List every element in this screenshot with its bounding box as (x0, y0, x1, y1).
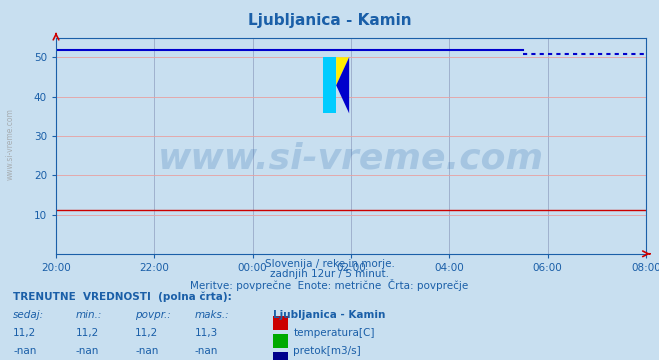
Text: Ljubljanica - Kamin: Ljubljanica - Kamin (273, 310, 386, 320)
Text: -nan: -nan (135, 346, 158, 356)
Text: 11,2: 11,2 (76, 328, 99, 338)
Polygon shape (336, 57, 349, 85)
Text: 11,3: 11,3 (194, 328, 217, 338)
Text: 11,2: 11,2 (135, 328, 158, 338)
Text: sedaj:: sedaj: (13, 310, 44, 320)
Text: -nan: -nan (13, 346, 36, 356)
Polygon shape (336, 57, 349, 113)
Text: www.si-vreme.com: www.si-vreme.com (158, 142, 544, 176)
Text: zadnjih 12ur / 5 minut.: zadnjih 12ur / 5 minut. (270, 269, 389, 279)
Text: min.:: min.: (76, 310, 102, 320)
Text: pretok[m3/s]: pretok[m3/s] (293, 346, 361, 356)
Text: -nan: -nan (194, 346, 217, 356)
Text: Meritve: povprečne  Enote: metrične  Črta: povprečje: Meritve: povprečne Enote: metrične Črta:… (190, 279, 469, 291)
Text: Ljubljanica - Kamin: Ljubljanica - Kamin (248, 13, 411, 28)
Text: 11,2: 11,2 (13, 328, 36, 338)
Text: maks.:: maks.: (194, 310, 229, 320)
Text: TRENUTNE  VREDNOSTI  (polna črta):: TRENUTNE VREDNOSTI (polna črta): (13, 292, 232, 302)
Bar (323, 57, 336, 113)
Text: temperatura[C]: temperatura[C] (293, 328, 375, 338)
Text: www.si-vreme.com: www.si-vreme.com (5, 108, 14, 180)
Text: -nan: -nan (76, 346, 99, 356)
Text: povpr.:: povpr.: (135, 310, 171, 320)
Text: Slovenija / reke in morje.: Slovenija / reke in morje. (264, 259, 395, 269)
